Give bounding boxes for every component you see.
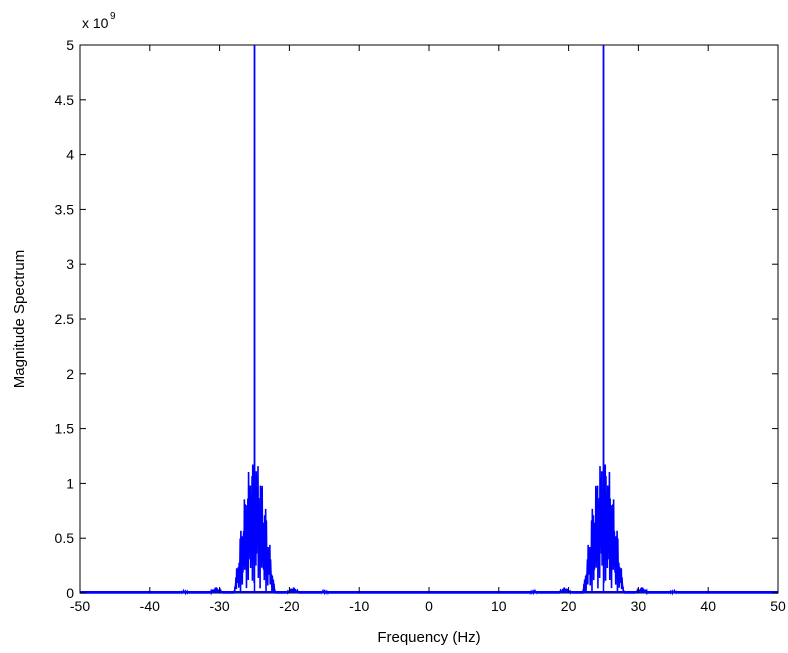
- x-tick-label: 10: [491, 598, 507, 614]
- x-tick-label: 50: [770, 598, 786, 614]
- y-exponent-power: 9: [110, 11, 116, 22]
- x-tick-label: -20: [279, 598, 299, 614]
- y-tick-label: 1: [66, 475, 74, 491]
- y-tick-label: 2: [66, 366, 74, 382]
- y-tick-label: 5: [66, 37, 74, 53]
- x-tick-label: 20: [561, 598, 577, 614]
- x-tick-label: -30: [209, 598, 229, 614]
- y-tick-label: 4: [66, 147, 74, 163]
- y-tick-label: 1.5: [55, 421, 75, 437]
- x-axis-label: Frequency (Hz): [377, 629, 480, 646]
- x-tick-label: 0: [425, 598, 433, 614]
- y-axis-label: Magnitude Spectrum: [11, 250, 28, 388]
- x-tick-label: 40: [700, 598, 716, 614]
- plot-area: -50 -40 -30 -20 -10 0 10 20 30 40 50 0 0.5 1 1.5 2 2.5 3 3…: [55, 37, 786, 614]
- y-tick-label: 3.5: [55, 201, 75, 217]
- x-tick-label: -10: [349, 598, 369, 614]
- x-tick-label: -40: [140, 598, 160, 614]
- y-tick-label: 0: [66, 585, 74, 601]
- ticks-layer: -50 -40 -30 -20 -10 0 10 20 30 40 50 0 0.5 1 1.5 2 2.5 3 3…: [55, 37, 786, 614]
- y-tick-label: 4.5: [55, 92, 75, 108]
- y-tick-label: 0.5: [55, 530, 75, 546]
- x-tick-label: -50: [70, 598, 90, 614]
- y-tick-label: 2.5: [55, 311, 75, 327]
- axes-box: [79, 44, 779, 594]
- x-tick-label: 30: [631, 598, 647, 614]
- y-tick-label: 3: [66, 256, 74, 272]
- y-exponent-base: x 10: [82, 15, 109, 31]
